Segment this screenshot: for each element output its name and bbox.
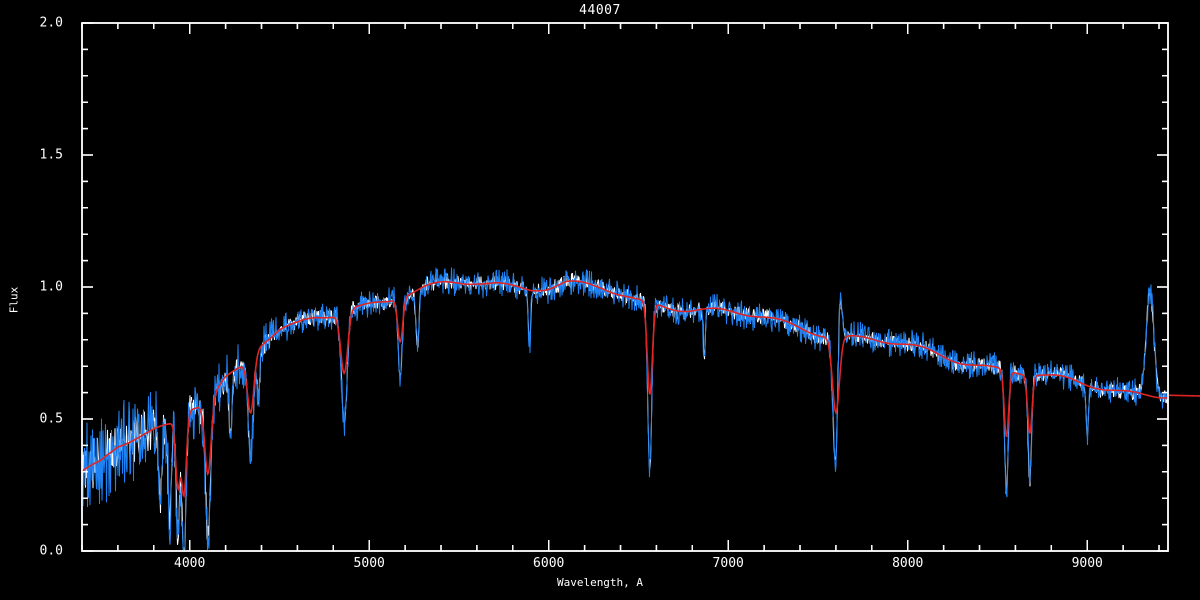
y-tick-label: 1.5 [39,147,63,163]
x-axis-label: Wavelength, A [556,576,644,589]
y-tick-label: 0.0 [39,543,63,559]
page-title: 44007 [579,3,621,18]
x-tick-label: 6000 [533,556,565,571]
y-tick-label: 2.0 [39,15,63,31]
x-tick-label: 5000 [353,556,385,571]
x-tick-label: 7000 [712,556,744,571]
x-tick-label: 9000 [1071,556,1103,571]
axis-ticks [81,22,1168,552]
observed-spectrum-line [82,267,1168,551]
model-continuum-line [81,280,1200,499]
y-tick-label: 0.5 [39,411,63,427]
x-tick-label: 4000 [174,556,206,571]
x-tick-label: 8000 [892,556,924,571]
y-tick-label: 1.0 [39,279,63,295]
